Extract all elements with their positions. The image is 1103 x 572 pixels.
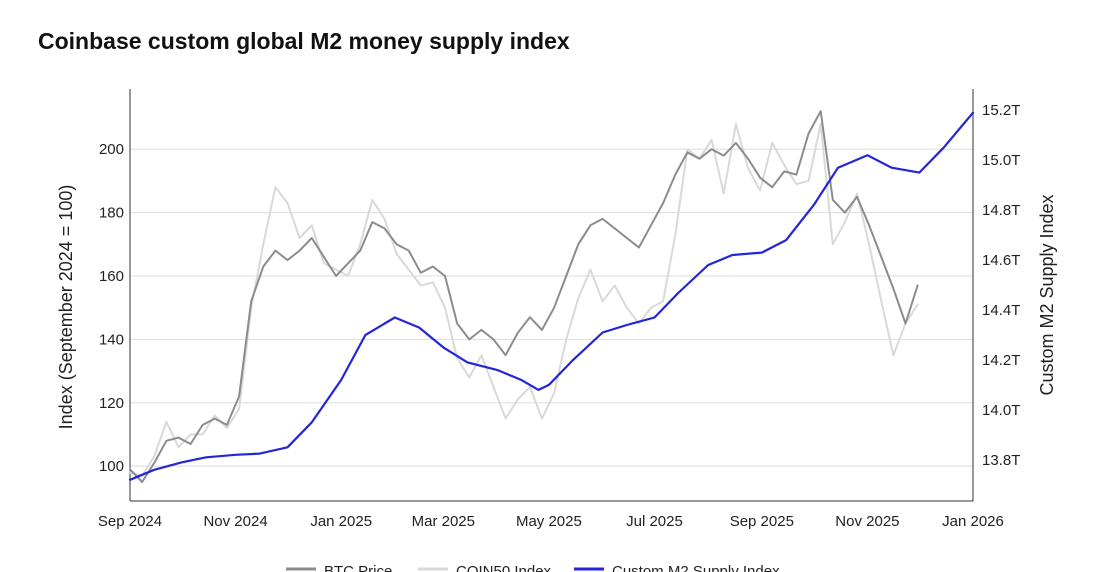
- series-line-btc-price: [129, 110, 919, 483]
- x-tick-label: Jan 2026: [942, 513, 1004, 530]
- gridlines: [130, 148, 973, 467]
- y2-axis-title: Custom M2 Supply Index: [1037, 194, 1057, 395]
- series-lines: [128, 110, 975, 483]
- legend-label: Custom M2 Supply Index: [612, 563, 780, 572]
- y-tick-label: 200: [99, 141, 124, 158]
- y-tick-label: 120: [99, 395, 124, 412]
- series-line-coin50-index: [129, 122, 919, 477]
- y2-tick-label: 14.8T: [982, 202, 1020, 219]
- x-tick-label: Jul 2025: [626, 513, 683, 530]
- x-tick-label: Jan 2025: [310, 513, 372, 530]
- y-tick-label: 160: [99, 268, 124, 285]
- x-tick-label: Sep 2024: [98, 513, 162, 530]
- y-tick-label: 140: [99, 331, 124, 348]
- y-tick-label: 180: [99, 205, 124, 222]
- x-tick-label: Nov 2024: [203, 513, 267, 530]
- legend-label: BTC Price: [324, 563, 392, 572]
- series-line-custom-m2-supply-index: [128, 111, 975, 481]
- tick-labels: 100 120 140 160 180 200 13.8T 14.0T 14.2T 14.4T 14…: [98, 102, 1020, 530]
- legend-label: COIN50 Index: [456, 563, 552, 572]
- x-tick-label: Sep 2025: [730, 513, 794, 530]
- y2-tick-label: 14.0T: [982, 402, 1020, 419]
- y-axis-title: Index (September 2024 = 100): [56, 185, 76, 430]
- axes: [129, 89, 974, 502]
- x-tick-label: Mar 2025: [412, 513, 475, 530]
- y2-tick-label: 14.4T: [982, 302, 1020, 319]
- y2-tick-label: 14.2T: [982, 352, 1020, 369]
- y2-tick-label: 13.8T: [982, 452, 1020, 469]
- x-tick-label: May 2025: [516, 513, 582, 530]
- y2-tick-label: 15.2T: [982, 102, 1020, 119]
- y2-tick-label: 14.6T: [982, 252, 1020, 269]
- legend: BTC Price COIN50 Index Custom M2 Supply In…: [286, 563, 780, 572]
- chart-title: Coinbase custom global M2 money supply i…: [38, 28, 570, 54]
- y-tick-label: 100: [99, 458, 124, 475]
- x-tick-label: Nov 2025: [835, 513, 899, 530]
- y2-tick-label: 15.0T: [982, 152, 1020, 169]
